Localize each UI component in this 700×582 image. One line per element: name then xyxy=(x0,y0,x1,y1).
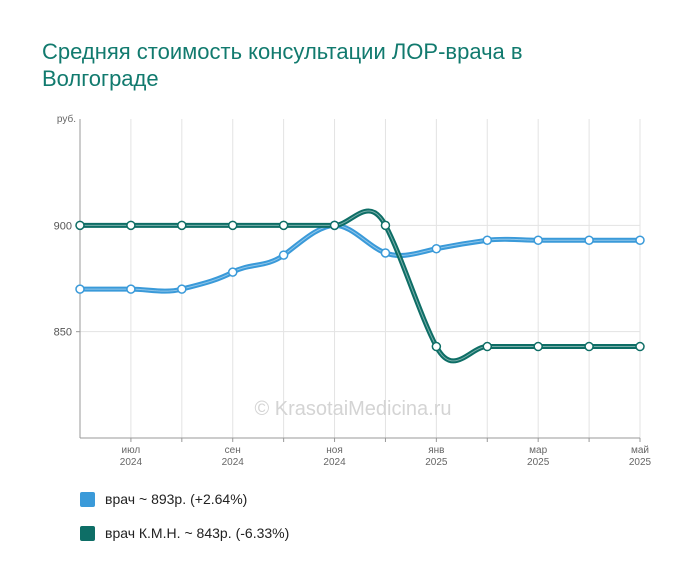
x-tick-label: 2025 xyxy=(527,457,550,468)
data-point xyxy=(584,341,594,352)
data-point xyxy=(278,250,289,260)
x-tick-label: 2025 xyxy=(425,457,448,468)
data-point xyxy=(126,284,136,294)
legend-swatch xyxy=(80,491,95,507)
watermark: © KrasotaiMedicina.ru xyxy=(254,398,451,420)
series-line-highlight-1 xyxy=(79,210,640,362)
data-point xyxy=(75,220,85,231)
legend-change: (+2.64%) xyxy=(190,491,248,507)
data-point xyxy=(278,220,289,231)
data-point xyxy=(431,243,442,254)
data-point xyxy=(380,248,391,258)
data-point xyxy=(584,235,594,245)
data-point xyxy=(177,220,187,231)
x-tick-label: 2024 xyxy=(120,457,143,468)
series-line-0 xyxy=(77,222,643,294)
data-point xyxy=(635,341,645,352)
data-point xyxy=(227,220,238,231)
y-tick-label: 900 xyxy=(54,220,72,232)
x-tick-label: июл xyxy=(122,445,141,456)
series-line-1 xyxy=(77,208,643,364)
y-unit-label: руб. xyxy=(57,113,76,125)
data-point xyxy=(635,235,645,245)
x-tick-label: 2025 xyxy=(629,457,652,468)
data-point xyxy=(482,235,493,245)
series-lines xyxy=(77,208,643,364)
x-tick-label: 2024 xyxy=(222,457,245,468)
x-tick-label: май xyxy=(631,445,649,456)
data-point xyxy=(533,341,543,352)
x-tick-label: мар xyxy=(529,445,547,456)
data-point xyxy=(482,341,493,352)
x-tick-label: сен xyxy=(225,445,241,456)
data-point xyxy=(329,220,340,231)
legend-label: врач xyxy=(105,491,135,507)
data-point xyxy=(126,220,136,231)
data-point xyxy=(227,267,238,277)
x-tick-label: 2024 xyxy=(323,457,346,468)
data-points xyxy=(75,220,645,352)
legend-value: ~ 843р. xyxy=(184,525,232,541)
data-point xyxy=(75,284,85,294)
legend-label: врач К.М.Н. xyxy=(105,525,181,541)
legend-item-vrach[interactable]: врач ~ 893р. (+2.64%) xyxy=(80,491,247,507)
legend-swatch xyxy=(80,525,95,541)
y-tick-label: 850 xyxy=(54,327,72,339)
legend-change: (-6.33%) xyxy=(235,525,290,541)
chart-title: Средняя стоимость консультации ЛОР-врача… xyxy=(42,39,523,91)
x-tick-label: ноя xyxy=(326,445,343,456)
data-point xyxy=(431,341,442,352)
grid-lines xyxy=(80,119,641,438)
line-chart: © KrasotaiMedicina.ru руб.850900июл2024с… xyxy=(54,113,652,468)
axes xyxy=(76,119,641,442)
data-point xyxy=(380,220,391,231)
legend-value: ~ 893р. xyxy=(139,491,187,507)
tick-labels: руб.850900июл2024сен2024ноя2024янв2025ма… xyxy=(54,113,652,468)
data-point xyxy=(177,284,187,294)
legend-item-vrach-kmn[interactable]: врач К.М.Н. ~ 843р. (-6.33%) xyxy=(80,525,289,541)
x-tick-label: янв xyxy=(428,445,444,456)
data-point xyxy=(533,235,543,245)
